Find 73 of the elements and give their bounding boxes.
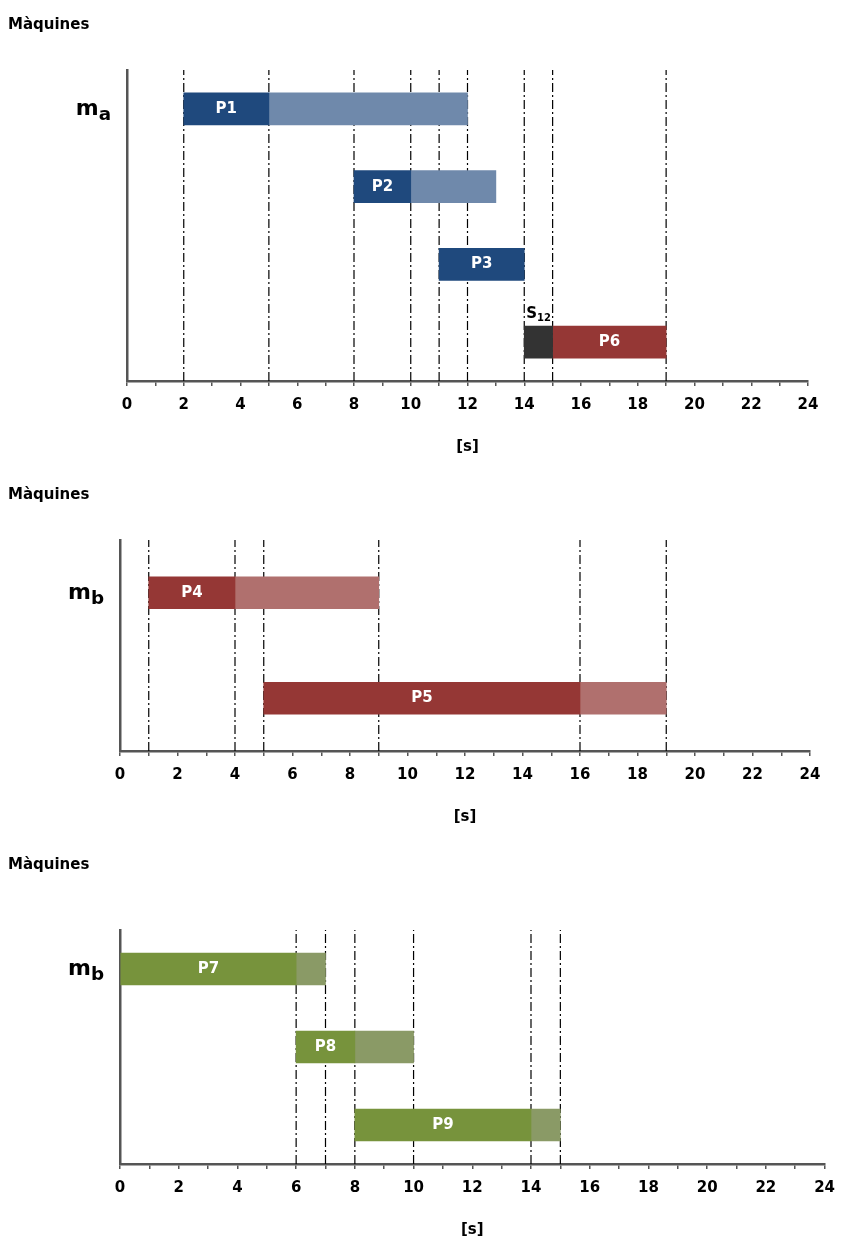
x-tick-label: 4 [235, 394, 246, 413]
x-tick-label: 22 [755, 1177, 777, 1196]
y-axis-title: Màquines [8, 854, 90, 873]
bar [120, 952, 297, 986]
bar [263, 681, 581, 715]
x-tick-label: 6 [292, 394, 303, 413]
x-tick-label: 16 [579, 1177, 601, 1196]
x-tick-label: 4 [229, 764, 241, 783]
x-tick-label: 12 [461, 1177, 483, 1196]
bar [552, 325, 667, 359]
x-tick-label: 24 [814, 1177, 835, 1196]
x-tick-label: 16 [570, 394, 592, 413]
x-tick-label: 8 [349, 1177, 361, 1196]
x-tick-label: 20 [684, 764, 706, 783]
x-axis-title: [s] [456, 436, 479, 455]
x-tick-label: 22 [742, 764, 763, 783]
data-label: P5 [411, 688, 433, 707]
x-tick-label: 24 [799, 764, 821, 783]
x-tick-label: 14 [520, 1177, 542, 1196]
bar [523, 325, 553, 359]
y-tick-label: m$_{b}$ [67, 578, 104, 609]
x-tick-label: 20 [696, 1177, 718, 1196]
x-tick-label: 14 [513, 394, 535, 413]
x-tick-label: 6 [287, 764, 298, 783]
bar [295, 952, 326, 986]
x-tick-label: 0 [114, 764, 126, 783]
x-tick-label: 14 [512, 764, 533, 783]
bar [183, 92, 270, 126]
bar [148, 576, 236, 610]
data-label: P1 [215, 98, 238, 117]
bar [530, 1108, 561, 1142]
x-tick-label: 12 [457, 394, 478, 413]
data-label: P2 [371, 176, 394, 195]
x-axis-title: [s] [460, 1219, 484, 1238]
x-tick-label: 2 [178, 394, 189, 413]
bar [354, 1108, 532, 1142]
x-tick-label: 2 [172, 764, 183, 783]
x-tick-label: 10 [397, 764, 418, 783]
x-tick-label: 8 [344, 764, 356, 783]
x-tick-label: 0 [114, 1177, 126, 1196]
data-label: P9 [432, 1114, 454, 1133]
data-label: P6 [598, 332, 621, 351]
data-label: P8 [314, 1036, 337, 1055]
x-tick-label: 18 [637, 1177, 659, 1196]
y-axis-title: Màquines [8, 484, 90, 503]
bar [410, 170, 497, 203]
bar [268, 92, 468, 126]
x-tick-label: 10 [400, 394, 422, 413]
x-tick-label: 20 [684, 394, 705, 413]
data-label: P7 [197, 958, 220, 977]
x-tick-label: 10 [403, 1177, 425, 1196]
bar [234, 576, 380, 610]
data-label: P4 [181, 582, 203, 601]
bar [354, 1030, 414, 1064]
x-axis-title: [s] [453, 806, 477, 825]
x-tick-label: 24 [797, 394, 819, 413]
y-axis-title: Màquines [8, 14, 90, 33]
bar [438, 248, 525, 281]
y-tick-label: m$_{b}$ [67, 955, 104, 985]
bar [353, 170, 412, 203]
y-tick-label: m$_{a}$ [75, 94, 111, 125]
bar [579, 681, 667, 715]
data-label: P3 [470, 254, 493, 273]
x-tick-label: 6 [290, 1177, 302, 1196]
x-tick-label: 16 [569, 764, 591, 783]
x-tick-label: 18 [627, 394, 649, 413]
x-tick-label: 18 [627, 764, 648, 783]
x-tick-label: 2 [173, 1177, 184, 1196]
x-tick-label: 8 [348, 394, 360, 413]
x-tick-label: 22 [740, 394, 762, 413]
x-tick-label: 12 [454, 764, 476, 783]
x-tick-label: 4 [232, 1177, 243, 1196]
x-tick-label: 0 [121, 394, 133, 413]
